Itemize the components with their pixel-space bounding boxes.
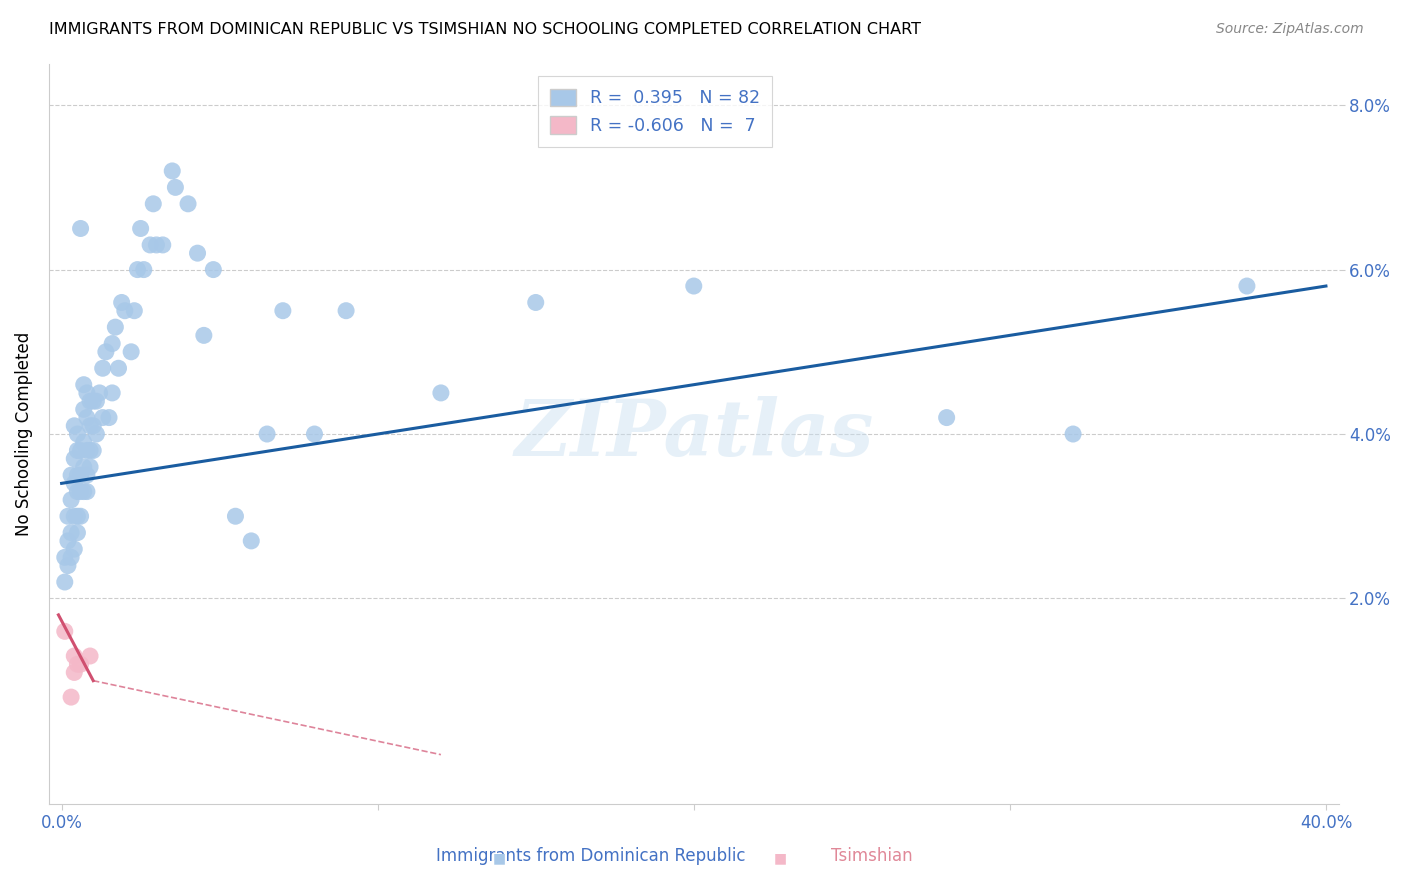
Point (82, 418, 104, 433)
Point (76, 484, 98, 499)
Point (56, 533, 79, 548)
Point (132, 262, 155, 277)
Point (60, 550, 83, 565)
Point (69, 468, 91, 483)
Point (91, 361, 114, 376)
Point (82, 443, 104, 458)
Point (69, 443, 91, 458)
Point (63, 418, 86, 433)
Point (53, 574, 76, 589)
Text: Tsimshian: Tsimshian (831, 847, 912, 865)
Point (430, 385, 453, 400)
Point (63, 451, 86, 466)
Text: Immigrants from Dominican Republic: Immigrants from Dominican Republic (436, 847, 745, 865)
Point (240, 533, 263, 548)
Point (304, 427, 326, 442)
Point (79, 418, 101, 433)
Point (114, 303, 136, 318)
Point (60, 492, 83, 507)
Point (66, 427, 89, 442)
Point (66, 525, 89, 540)
Point (1062, 427, 1084, 442)
Point (142, 197, 165, 211)
Point (76, 385, 98, 400)
Point (63, 509, 86, 524)
Point (86, 394, 108, 409)
Point (186, 246, 208, 260)
Point (79, 443, 101, 458)
Point (91, 410, 114, 425)
Point (101, 336, 124, 351)
Point (107, 361, 129, 376)
Point (111, 295, 134, 310)
Point (1236, 279, 1258, 293)
Y-axis label: No Schooling Completed: No Schooling Completed (15, 332, 32, 536)
Point (66, 484, 89, 499)
Point (89, 385, 111, 400)
Point (63, 476, 86, 491)
Point (524, 295, 547, 310)
Point (86, 427, 108, 442)
Point (76, 410, 98, 425)
Text: ■: ■ (492, 851, 506, 865)
Text: Source: ZipAtlas.com: Source: ZipAtlas.com (1216, 22, 1364, 37)
Point (76, 443, 98, 458)
Point (60, 525, 83, 540)
Point (60, 690, 83, 705)
Point (69, 657, 91, 672)
Point (152, 238, 174, 252)
Point (73, 435, 96, 450)
Point (124, 303, 146, 318)
Point (73, 459, 96, 474)
Point (66, 468, 89, 483)
Point (101, 385, 124, 400)
Point (127, 262, 149, 277)
Point (63, 648, 86, 663)
Point (60, 468, 83, 483)
Point (177, 197, 200, 211)
Point (935, 410, 957, 425)
Point (73, 484, 96, 499)
Point (682, 279, 704, 293)
Point (79, 648, 101, 663)
Point (66, 443, 89, 458)
Point (139, 238, 162, 252)
Text: ■: ■ (773, 851, 787, 865)
Point (165, 180, 187, 194)
Point (271, 303, 294, 318)
Point (202, 262, 225, 277)
Point (98, 410, 121, 425)
Point (69, 509, 91, 524)
Point (162, 164, 184, 178)
Point (76, 468, 98, 483)
Legend: R =  0.395   N = 82, R = -0.606   N =  7: R = 0.395 N = 82, R = -0.606 N = 7 (538, 77, 772, 147)
Point (94, 344, 117, 359)
Point (145, 238, 167, 252)
Point (82, 394, 104, 409)
Point (73, 402, 96, 417)
Point (56, 558, 79, 573)
Text: IMMIGRANTS FROM DOMINICAN REPUBLIC VS TSIMSHIAN NO SCHOOLING COMPLETED CORRELATI: IMMIGRANTS FROM DOMINICAN REPUBLIC VS TS… (49, 22, 921, 37)
Point (335, 303, 357, 318)
Point (79, 394, 101, 409)
Point (53, 550, 76, 565)
Point (193, 328, 215, 343)
Point (73, 377, 96, 392)
Point (79, 459, 101, 474)
Point (56, 509, 79, 524)
Point (63, 665, 86, 680)
Point (69, 484, 91, 499)
Point (104, 320, 127, 334)
Text: ZIPatlas: ZIPatlas (515, 396, 873, 472)
Point (129, 221, 152, 235)
Point (256, 427, 278, 442)
Point (224, 509, 246, 524)
Point (69, 221, 91, 235)
Point (63, 542, 86, 557)
Point (66, 509, 89, 524)
Point (66, 657, 89, 672)
Point (120, 344, 142, 359)
Point (53, 624, 76, 639)
